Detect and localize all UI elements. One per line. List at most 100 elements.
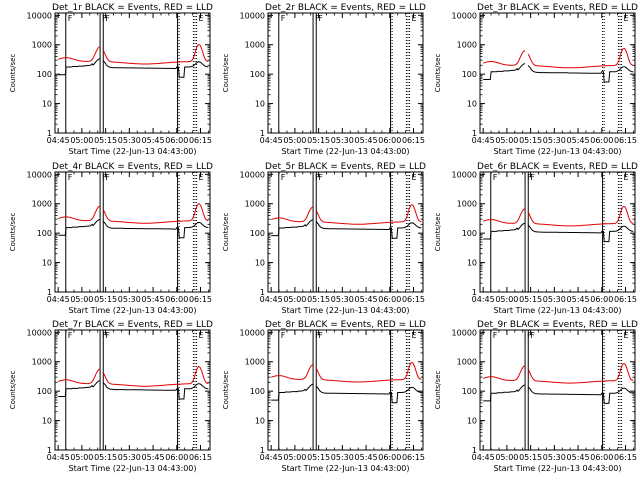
x-tick-label: 05:30	[543, 453, 566, 462]
x-axis-label: Start Time (22-Jun-13 04:43:00)	[494, 306, 622, 315]
x-tick-label: 05:00	[70, 295, 93, 304]
panel-title: Det_7r BLACK = Events, RED = LLD	[52, 320, 213, 330]
lld-series-line	[58, 46, 101, 62]
y-tick-label: 1000	[32, 41, 52, 50]
x-tick-label: 05:00	[283, 453, 306, 462]
y-tick-label: 10000	[27, 170, 52, 179]
plot-frame	[54, 171, 211, 293]
y-tick-label: 10000	[240, 11, 265, 20]
events-series-line	[271, 383, 314, 401]
x-tick-label: 04:45	[472, 136, 495, 145]
events-series-line	[58, 58, 101, 76]
y-tick-label: 100	[37, 387, 52, 396]
marker-letter: F	[315, 331, 320, 340]
marker-letter: F	[102, 331, 107, 340]
events-series-line	[315, 221, 422, 239]
y-axis-label: Counts/sec	[434, 54, 442, 93]
x-axis-label: Start Time (22-Jun-13 04:43:00)	[69, 464, 197, 473]
marker-letter: F	[493, 173, 498, 182]
marker-letter: E	[199, 331, 204, 340]
plot-frame	[479, 171, 636, 293]
y-tick-label: 10	[42, 417, 52, 426]
x-tick-label: 05:15	[307, 136, 330, 145]
plot-frame	[267, 171, 424, 293]
x-tick-label: 05:30	[543, 136, 566, 145]
events-series-line	[271, 219, 314, 237]
y-axis-label: Counts/sec	[9, 54, 17, 93]
x-tick-label: 05:30	[118, 136, 141, 145]
lld-series-line	[315, 204, 422, 225]
y-tick-label: 1000	[32, 358, 52, 367]
panel-6: Det_6r BLACK = Events, RED = LLD Counts/s…	[434, 162, 638, 315]
x-tick-label: 06:15	[402, 295, 425, 304]
panel-title: Det_8r BLACK = Events, RED = LLD	[265, 320, 426, 330]
x-tick-label: 06:15	[402, 136, 425, 145]
x-tick-label: 05:15	[94, 453, 117, 462]
marker-letter: F	[315, 173, 320, 182]
marker-letter: F	[530, 173, 535, 182]
events-series-line	[58, 380, 101, 397]
y-tick-label: 10000	[240, 170, 265, 179]
lld-series-line	[483, 208, 526, 224]
x-tick-label: 06:15	[189, 453, 212, 462]
x-tick-label: 06:00	[378, 453, 401, 462]
x-tick-label: 05:30	[331, 136, 354, 145]
marker-letter: F	[68, 14, 73, 23]
y-tick-label: 100	[462, 229, 477, 238]
x-tick-label: 04:45	[47, 295, 70, 304]
marker-letter: F	[530, 331, 535, 340]
x-tick-label: 05:45	[355, 295, 378, 304]
x-tick-label: 05:30	[118, 453, 141, 462]
x-axis-label: Start Time (22-Jun-13 04:43:00)	[282, 147, 410, 156]
x-tick-label: 04:45	[260, 453, 283, 462]
panel-title: Det_9r BLACK = Events, RED = LLD	[477, 320, 638, 330]
panel-1: Det_1r BLACK = Events, RED = LLD Counts/s…	[9, 3, 213, 156]
panel-4: Det_4r BLACK = Events, RED = LLD Counts/s…	[9, 162, 213, 315]
y-tick-label: 1000	[32, 200, 52, 209]
x-tick-label: 05:45	[355, 453, 378, 462]
x-tick-label: 05:15	[94, 136, 117, 145]
panel-title: Det_5r BLACK = Events, RED = LLD	[265, 162, 426, 172]
x-tick-label: 05:45	[142, 295, 165, 304]
y-tick-label: 1000	[245, 358, 265, 367]
x-tick-label: 04:45	[260, 136, 283, 145]
y-tick-label: 100	[250, 229, 265, 238]
y-tick-label: 1	[472, 129, 477, 138]
plot-frame	[267, 329, 424, 451]
marker-letter: E	[624, 331, 629, 340]
y-tick-label: 1	[472, 446, 477, 455]
y-tick-label: 1	[260, 129, 265, 138]
y-tick-label: 10	[42, 259, 52, 268]
events-series-line	[483, 222, 526, 240]
marker-letter: F	[68, 173, 73, 182]
lld-series-line	[315, 361, 422, 383]
lld-series-line	[271, 206, 314, 223]
y-axis-label: Counts/sec	[434, 213, 442, 252]
marker-letter: F	[102, 173, 107, 182]
x-tick-label: 06:00	[590, 136, 613, 145]
panel-title: Det_6r BLACK = Events, RED = LLD	[477, 162, 638, 172]
panel-9: Det_9r BLACK = Events, RED = LLD Counts/s…	[434, 320, 638, 473]
x-tick-label: 05:00	[283, 136, 306, 145]
x-tick-label: 05:45	[567, 453, 590, 462]
x-tick-label: 04:45	[260, 295, 283, 304]
y-tick-label: 10	[467, 100, 477, 109]
y-tick-label: 10	[467, 417, 477, 426]
marker-letter: F	[68, 331, 73, 340]
x-axis-label: Start Time (22-Jun-13 04:43:00)	[282, 306, 410, 315]
y-tick-label: 1000	[457, 41, 477, 50]
y-tick-label: 1000	[457, 358, 477, 367]
x-tick-label: 05:00	[283, 295, 306, 304]
panel-3: Det_3r BLACK = Events, RED = LLD Counts/s…	[434, 3, 638, 156]
x-tick-label: 04:45	[472, 453, 495, 462]
marker-letter: F	[527, 331, 532, 340]
lld-series-line	[527, 47, 634, 69]
y-tick-label: 10000	[452, 170, 477, 179]
lld-series-line	[483, 50, 526, 66]
y-tick-label: 100	[250, 387, 265, 396]
y-tick-label: 1000	[245, 200, 265, 209]
marker-letter: F	[105, 173, 110, 182]
marker-letter: E	[624, 14, 629, 23]
y-tick-label: 10	[467, 259, 477, 268]
marker-letter: E	[199, 14, 204, 23]
